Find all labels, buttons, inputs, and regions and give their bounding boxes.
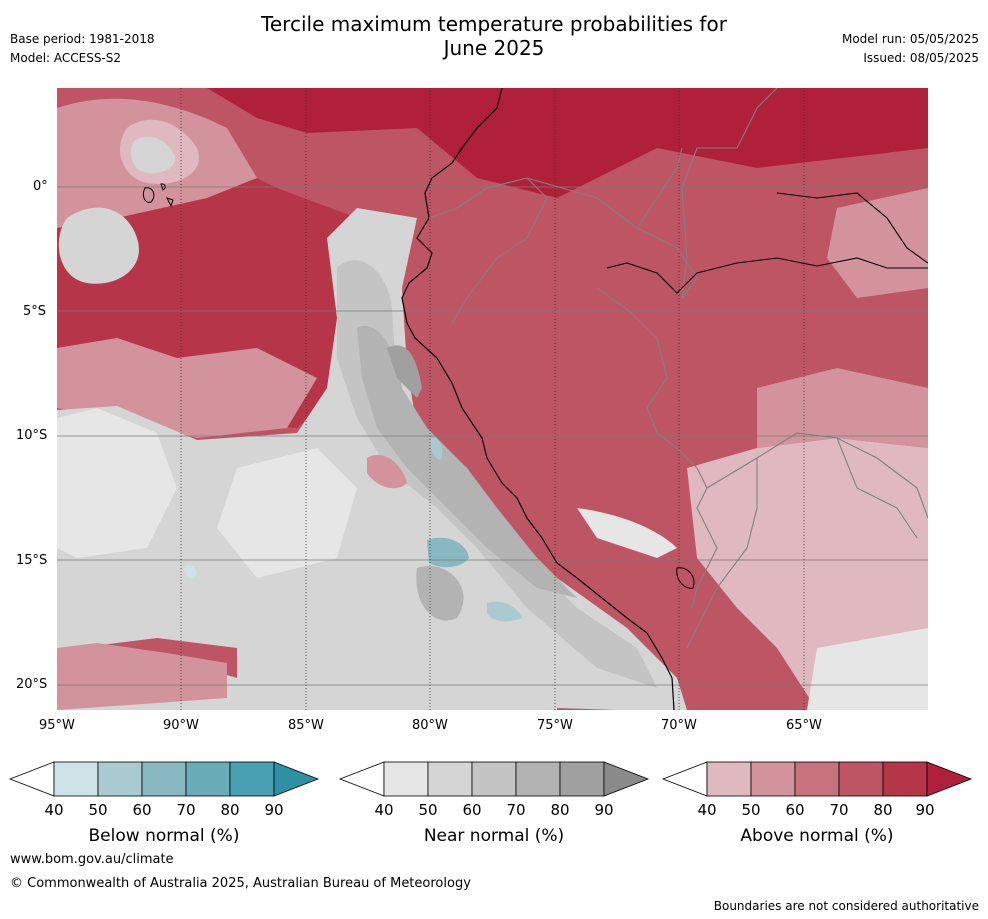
cb-above-tick-70: 70 [829,801,849,819]
lon-label-90w: 90°W [163,718,199,733]
above-patch-offshore [367,454,407,489]
colorbar-segment [383,761,429,797]
lat-label-20s: 20°S [16,677,48,692]
coastline [401,88,675,710]
footer-disclaimer: Boundaries are not considered authoritat… [713,899,979,913]
cb-above-tick-80: 80 [873,801,893,819]
near-50-patch-west [58,207,139,284]
colorbar-segment [273,761,320,797]
colorbar-segment [141,761,187,797]
map-title: Tercile maximum temperature probabilitie… [0,12,988,60]
colorbar-segment [926,761,973,797]
issued-date: Issued: 08/05/2025 [863,51,979,65]
lon-label-80w: 80°W [412,718,448,733]
near-40-central [217,448,357,578]
galapagos-islands [142,183,174,208]
cb-above-tick-40: 40 [697,801,717,819]
above-50-northeast [827,188,928,298]
cb-above-tick-90: 90 [915,801,935,819]
colorbar-below [8,761,320,797]
lake-titicaca [676,567,695,589]
cb-below-tick-80: 80 [220,801,240,819]
model-run: Model run: 05/05/2025 [841,32,979,46]
model-name: Model: ACCESS-S2 [10,51,122,65]
colorbar-above [661,761,973,797]
near-40-southeast [807,628,928,710]
footer-copyright: © Commonwealth of Australia 2025, Austra… [10,876,471,891]
near-70-offshore [416,566,464,621]
cb-below-tick-40: 40 [44,801,64,819]
cb-near-tick-60: 60 [462,801,482,819]
colorbar-segment [603,761,650,797]
colorbar-segment [8,761,55,797]
lon-label-70w: 70°W [661,718,697,733]
cb-near-tick-70: 70 [506,801,526,819]
cb-below-tick-70: 70 [176,801,196,819]
country-borders [428,88,928,649]
colorbar-segment [882,761,928,797]
lat-label-5s: 5°S [23,304,47,319]
near-70-coastal [357,326,577,598]
cb-below-tick-60: 60 [132,801,152,819]
base-period: Base period: 1981-2018 [10,32,155,46]
cb-above-tick-60: 60 [785,801,805,819]
colorbar-near [338,761,650,797]
colorbar-segment [559,761,605,797]
colorbar-near-label: Near normal (%) [423,826,565,846]
above-50-east [757,368,928,448]
below-50-patch [184,564,197,579]
colorbar-segment [706,761,752,797]
colorbar-segment [471,761,517,797]
cb-near-tick-40: 40 [374,801,394,819]
lon-label-65w: 65°W [786,718,822,733]
lon-label-95w: 95°W [39,718,75,733]
cb-near-tick-80: 80 [550,801,570,819]
colorbar-above-label: Above normal (%) [740,826,894,846]
lon-label-75w: 75°W [537,718,573,733]
colorbar-ticks: 40 50 60 70 80 90 40 50 60 70 80 90 40 5… [0,801,988,823]
lat-label-10s: 10°S [16,428,48,443]
cb-near-tick-90: 90 [594,801,614,819]
colorbar-segment [838,761,884,797]
cb-below-tick-90: 90 [264,801,284,819]
above-90-north [207,88,928,198]
colorbar-segment [661,761,708,797]
above-patch-corner [557,708,617,710]
near-galapagos [130,136,176,174]
cb-below-tick-50: 50 [88,801,108,819]
rivers [606,192,928,294]
map-title-line2: June 2025 [443,36,545,60]
footer-url[interactable]: www.bom.gov.au/climate [10,852,174,867]
colorbar-below-label: Below normal (%) [88,826,240,846]
near-40-sw [57,408,177,558]
cb-near-tick-50: 50 [418,801,438,819]
colorbar-segment [185,761,231,797]
near-80-patch [387,345,422,398]
map-title-line1: Tercile maximum temperature probabilitie… [261,12,727,36]
lat-label-15s: 15°S [16,553,48,568]
colorbar-segment [750,761,796,797]
colorbar-segment [53,761,99,797]
lat-label-0: 0° [33,179,48,194]
probability-map [57,88,928,710]
below-60-patch-2 [430,437,443,460]
colorbar-segment [794,761,840,797]
colorbar-segment [97,761,143,797]
near-40-lake [577,508,677,558]
cb-above-tick-50: 50 [741,801,761,819]
below-60-patch [487,601,522,622]
lon-label-85w: 85°W [288,718,324,733]
colorbar-segment [427,761,473,797]
colorbar-segment [515,761,561,797]
colorbar-segment [229,761,275,797]
above-patch-south [57,643,227,710]
colorbar-segment [338,761,385,797]
